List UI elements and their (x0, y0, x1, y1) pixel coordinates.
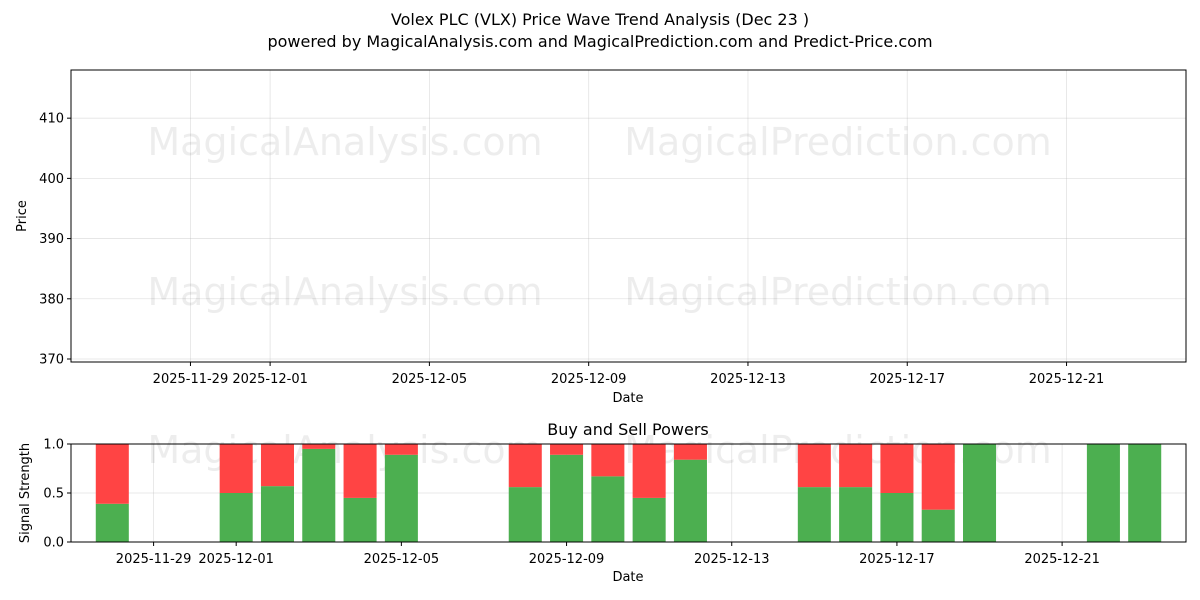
power-x-tick-label: 2025-12-13 (694, 552, 770, 567)
price-x-axis-label: Date (612, 391, 643, 406)
price-chart: MagicalAnalysis.com MagicalPrediction.co… (15, 69, 1187, 406)
sell-power-bar (797, 444, 831, 488)
sell-power-bar (260, 444, 294, 487)
power-x-tick-label: 2025-12-01 (198, 552, 274, 567)
buy-power-bar (880, 493, 914, 542)
power-x-tick-label: 2025-12-21 (1024, 552, 1100, 567)
buy-power-bar (343, 497, 377, 542)
power-chart: Buy and Sell Powers MagicalAnalysis.com … (18, 420, 1187, 585)
power-y-ticks: 0.0 0.5 1.0 (43, 438, 71, 551)
buy-power-bar (921, 509, 955, 542)
power-bars (95, 444, 1162, 542)
price-y-ticks: 370 380 390 400 410 (39, 112, 71, 367)
sell-power-bar (550, 444, 584, 455)
buy-power-bar (550, 454, 584, 542)
price-x-tick-label: 2025-11-29 (153, 372, 229, 387)
price-x-tick-label: 2025-12-05 (392, 372, 468, 387)
power-x-tick-label: 2025-11-29 (116, 552, 192, 567)
watermark-analysis: MagicalAnalysis.com (147, 270, 542, 314)
price-y-tick-label: 390 (39, 232, 64, 247)
sell-power-bar (632, 444, 666, 498)
buy-power-bar (673, 459, 707, 542)
power-x-tick-label: 2025-12-17 (859, 552, 935, 567)
sell-power-bar (839, 444, 873, 488)
price-x-tick-label: 2025-12-09 (551, 372, 627, 387)
watermark-analysis: MagicalAnalysis.com (147, 120, 542, 164)
buy-power-bar (1128, 444, 1162, 542)
buy-power-bar (302, 448, 336, 542)
sell-power-bar (508, 444, 542, 488)
power-x-axis-label: Date (612, 570, 643, 585)
price-x-tick-label: 2025-12-01 (232, 372, 308, 387)
buy-power-bar (384, 454, 418, 542)
sell-power-bar (219, 444, 253, 493)
sell-power-bar (95, 444, 129, 504)
price-y-tick-label: 410 (39, 112, 64, 127)
price-plot-frame (70, 69, 1187, 363)
price-watermarks: MagicalAnalysis.com MagicalPrediction.co… (147, 120, 1051, 314)
price-x-ticks: 2025-11-29 2025-12-01 2025-12-05 2025-12-09… (153, 362, 1105, 387)
buy-power-bar (508, 487, 542, 542)
buy-power-bar (219, 493, 253, 542)
buy-power-bar (95, 503, 129, 542)
chart-title-line1: Volex PLC (VLX) Price Wave Trend Analysi… (391, 10, 809, 29)
price-y-tick-label: 400 (39, 172, 64, 187)
price-x-tick-label: 2025-12-17 (869, 372, 945, 387)
price-x-tick-label: 2025-12-13 (710, 372, 786, 387)
price-y-tick-label: 380 (39, 292, 64, 307)
power-y-tick-label: 0.5 (43, 487, 64, 502)
sell-power-bar (673, 444, 707, 460)
power-x-tick-label: 2025-12-09 (529, 552, 605, 567)
buy-power-bar (839, 487, 873, 542)
power-x-ticks: 2025-11-29 2025-12-01 2025-12-05 2025-12-09… (116, 542, 1100, 567)
power-chart-title: Buy and Sell Powers (547, 420, 709, 439)
watermark-prediction: MagicalPrediction.com (624, 270, 1052, 314)
sell-power-bar (591, 444, 625, 477)
sell-power-bar (302, 444, 336, 449)
power-y-tick-label: 0.0 (43, 536, 64, 551)
sell-power-bar (880, 444, 914, 493)
buy-power-bar (632, 497, 666, 542)
price-y-tick-label: 370 (39, 352, 64, 367)
power-y-axis-label: Signal Strength (18, 443, 33, 543)
price-grid (71, 70, 1186, 362)
buy-power-bar (797, 487, 831, 542)
sell-power-bar (921, 444, 955, 510)
buy-power-bar (1086, 444, 1120, 542)
watermark-prediction: MagicalPrediction.com (624, 120, 1052, 164)
buy-power-bar (591, 476, 625, 542)
price-y-axis-label: Price (15, 200, 30, 232)
sell-power-bar (384, 444, 418, 455)
buy-power-bar (260, 486, 294, 542)
chart-title-line2: powered by MagicalAnalysis.com and Magic… (267, 32, 932, 51)
buy-power-bar (963, 444, 997, 542)
price-x-tick-label: 2025-12-21 (1029, 372, 1105, 387)
power-x-tick-label: 2025-12-05 (364, 552, 440, 567)
sell-power-bar (343, 444, 377, 498)
power-y-tick-label: 1.0 (43, 438, 64, 453)
